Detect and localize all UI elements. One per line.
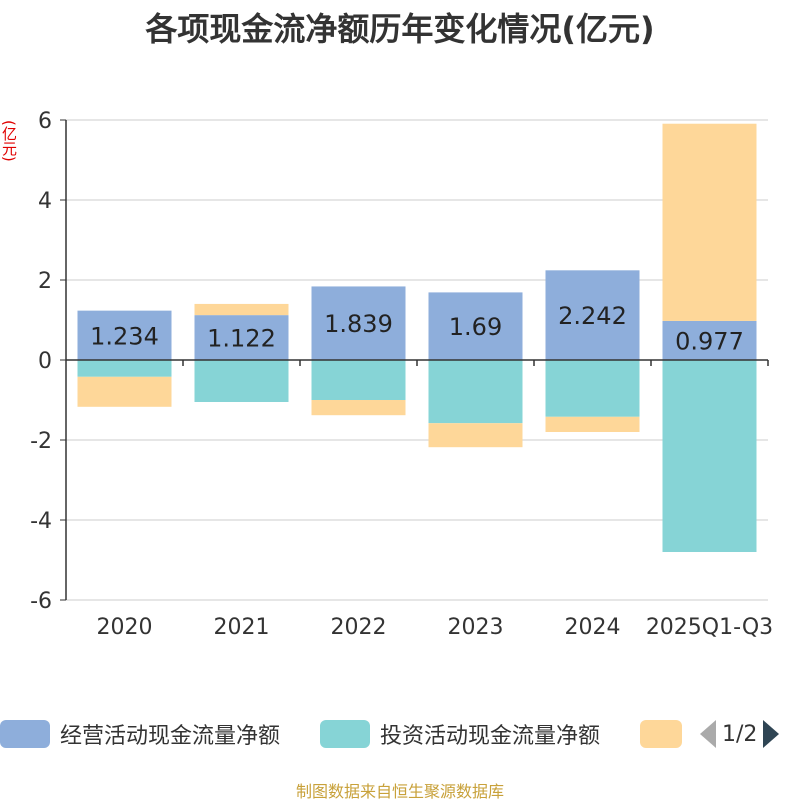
bar-operating-2020	[77, 310, 172, 360]
bar-operating-2023	[428, 292, 523, 360]
legend-page-indicator: 1/2	[722, 721, 758, 747]
legend-item-investing[interactable]: 投资活动现金流量净额	[320, 716, 600, 752]
data-label-2025Q1-Q3: 0.977	[675, 327, 744, 355]
x-tick-label: 2020	[97, 615, 153, 640]
legend-swatch-investing	[320, 720, 370, 748]
bar-financing-2022	[311, 400, 406, 416]
x-tick-label: 2022	[331, 615, 387, 640]
bar-financing-2024	[545, 416, 640, 432]
chart-title: 各项现金流净额历年变化情况(亿元)	[145, 10, 655, 48]
bar-investing-2021	[194, 360, 289, 402]
legend-item-financing[interactable]	[640, 716, 682, 752]
bar-operating-2025Q1-Q3	[662, 320, 757, 360]
y-axis-unit: (亿元)	[0, 120, 18, 162]
y-tick-label: 2	[38, 269, 52, 294]
bar-investing-2020	[77, 360, 172, 377]
legend-pager: 1/2	[700, 716, 780, 752]
legend-swatch-financing	[640, 720, 682, 748]
bar-financing-2025Q1-Q3	[662, 123, 757, 321]
bar-financing-2021	[194, 303, 289, 316]
y-tick-label: -2	[30, 429, 52, 454]
legend-label-investing: 投资活动现金流量净额	[380, 724, 601, 749]
data-label-2024: 2.242	[558, 302, 627, 330]
x-tick-label: 2023	[448, 615, 504, 640]
bar-investing-2024	[545, 360, 640, 417]
legend: 经营活动现金流量净额 投资活动现金流量净额 1/2	[0, 716, 800, 752]
bar-investing-2023	[428, 360, 523, 424]
bar-investing-2025Q1-Q3	[662, 360, 757, 552]
x-tick-label: 2024	[565, 615, 621, 640]
legend-next-icon[interactable]	[763, 720, 780, 748]
data-source: 制图数据来自恒生聚源数据库	[295, 782, 504, 801]
data-label-2021: 1.122	[207, 325, 276, 353]
x-tick-label: 2021	[214, 615, 270, 640]
legend-prev-icon[interactable]	[700, 720, 716, 748]
bar-financing-2023	[428, 423, 523, 448]
legend-swatch-operating	[0, 720, 50, 748]
bar-operating-2021	[194, 315, 289, 360]
data-label-2023: 1.69	[449, 313, 502, 341]
y-tick-label: 6	[38, 109, 52, 134]
y-tick-label: 0	[38, 349, 52, 374]
y-tick-label: -4	[30, 509, 52, 534]
y-tick-label: -6	[30, 589, 52, 614]
bar-operating-2022	[311, 286, 406, 360]
bar-operating-2024	[545, 270, 640, 360]
y-tick-label: 4	[38, 189, 52, 214]
bar-investing-2022	[311, 360, 406, 400]
x-tick-label: 2025Q1-Q3	[646, 615, 773, 640]
data-label-2022: 1.839	[324, 310, 393, 338]
data-label-2020: 1.234	[90, 322, 159, 350]
legend-item-operating[interactable]: 经营活动现金流量净额	[0, 716, 280, 752]
bar-financing-2020	[77, 376, 172, 407]
legend-label-operating: 经营活动现金流量净额	[60, 724, 281, 749]
